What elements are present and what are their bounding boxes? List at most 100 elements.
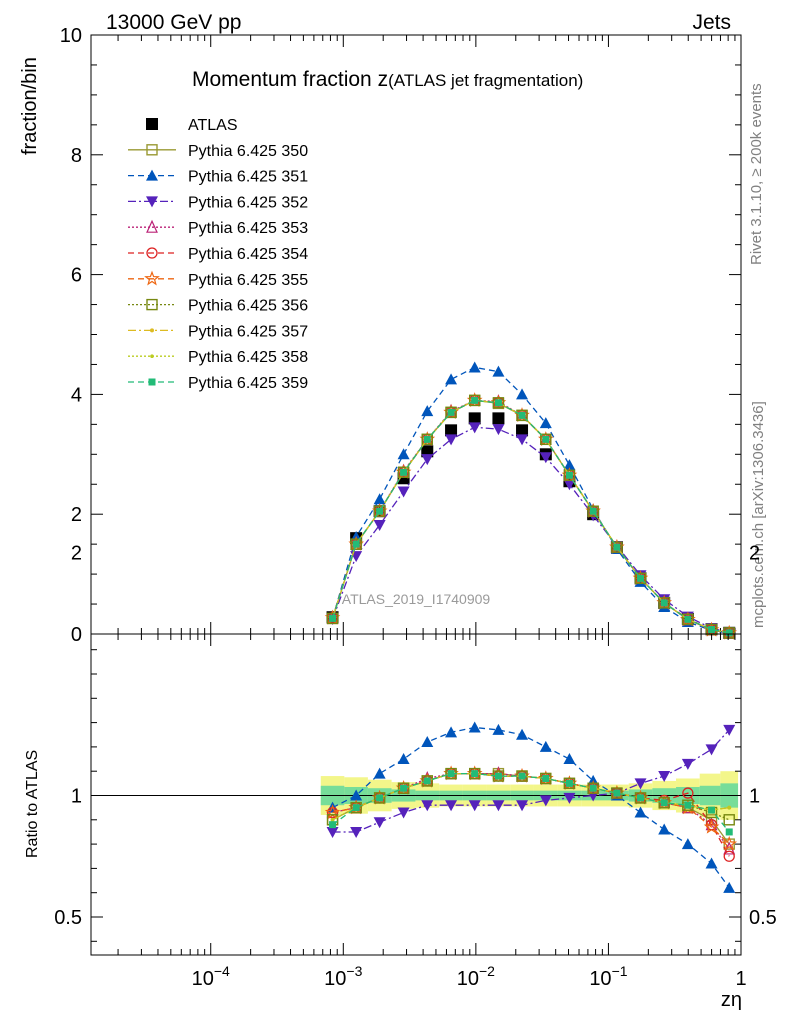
ratio-series-line	[332, 729, 730, 833]
y-tick-label: 8	[71, 145, 82, 167]
main-point	[658, 597, 670, 609]
y-tick-label: 2	[71, 504, 82, 526]
main-point	[516, 424, 529, 437]
ratio-point	[423, 777, 431, 785]
main-point	[723, 627, 735, 639]
main-point	[658, 601, 671, 613]
main-point	[397, 448, 410, 460]
main-point	[400, 468, 408, 476]
legend-item: Pythia 6.425 351	[128, 169, 308, 186]
ratio-point	[684, 801, 692, 809]
main-point	[352, 540, 360, 548]
ratio-point	[723, 881, 736, 893]
legend-item: ATLAS	[146, 117, 238, 134]
main-point	[373, 493, 386, 505]
main-title-variable: z	[378, 68, 389, 91]
ratio-point	[658, 823, 671, 835]
main-point	[376, 507, 384, 515]
legend-marker	[146, 169, 158, 181]
ratio-point	[352, 804, 360, 812]
main-point	[350, 538, 362, 550]
ratio-point	[397, 807, 410, 819]
ratio-point	[516, 800, 529, 812]
ratio-point	[376, 794, 384, 802]
ratio-point	[421, 775, 433, 787]
ratio-point	[539, 795, 552, 807]
main-point	[397, 466, 410, 478]
ratio-point	[445, 726, 458, 738]
ratio-point	[471, 770, 479, 778]
ratio-point	[468, 721, 481, 733]
ratio-point	[565, 779, 573, 787]
x-tick-label: 1	[735, 968, 746, 990]
ratio-point	[727, 805, 732, 810]
ratio-point	[373, 792, 386, 804]
y-tick-label: 0.5	[54, 907, 82, 929]
legend-item: Pythia 6.425 354	[128, 246, 308, 263]
main-point	[468, 412, 481, 425]
main-plot-panel: 0 2 4 6 8 10 Momentum fraction z(ATLAS jet fr…	[19, 25, 742, 646]
y-tick-label: 1	[71, 786, 82, 808]
ratio-point	[725, 828, 733, 836]
y-tick-label: 2	[71, 543, 82, 565]
main-point	[423, 435, 431, 443]
legend-marker	[146, 196, 158, 208]
x-tick-label: 10−4	[192, 963, 230, 990]
main-point	[563, 459, 576, 471]
ratio-point	[634, 792, 647, 804]
main-point	[660, 599, 668, 607]
legend-label: Pythia 6.425 352	[188, 194, 308, 211]
ratio-point	[421, 800, 434, 812]
main-axis-ticks: 0 2 4 6 8 10	[60, 25, 742, 646]
ratio-point	[350, 789, 363, 801]
ratio-point	[660, 799, 668, 807]
ratio-point	[613, 789, 621, 797]
ratio-point	[397, 753, 410, 765]
main-point	[471, 396, 479, 404]
x-tick-label: 10−3	[324, 963, 362, 990]
main-point	[494, 399, 502, 407]
ratio-point	[330, 818, 335, 822]
main-series-Pythia-6425-359	[329, 396, 733, 637]
ratio-point	[634, 806, 647, 818]
ratio-point	[658, 771, 671, 783]
main-point	[329, 614, 337, 622]
legend-item: Pythia 6.425 350	[128, 143, 308, 160]
x-axis-label: zη	[721, 989, 742, 1011]
energy-label: 13000 GeV pp	[106, 11, 241, 34]
legend-item: Pythia 6.425 352	[128, 194, 308, 211]
legend-item: Pythia 6.425 353	[128, 219, 308, 237]
ratio-point	[373, 767, 386, 779]
main-point	[445, 373, 458, 385]
main-point	[589, 507, 597, 515]
x-tick-label: 10−2	[457, 963, 495, 990]
ratio-frame	[90, 633, 742, 956]
legend-marker	[146, 247, 158, 259]
ratio-point	[397, 782, 410, 794]
category-label: Jets	[692, 11, 731, 34]
main-point	[539, 452, 552, 464]
y-tick-label: 10	[60, 25, 82, 47]
svg-text:Momentum fraction z(ATLAS jet: Momentum fraction z(ATLAS jet fragmentat…	[192, 68, 583, 91]
ratio-point	[563, 753, 576, 765]
main-series-group	[324, 361, 738, 640]
main-point	[447, 408, 455, 416]
main-point	[445, 406, 457, 419]
ratio-point	[421, 736, 434, 748]
legend-marker	[146, 298, 158, 311]
main-point	[421, 433, 433, 446]
main-point	[373, 519, 386, 531]
ratio-point	[721, 835, 738, 851]
legend-label: Pythia 6.425 350	[188, 143, 308, 160]
main-point	[518, 411, 526, 419]
ratio-point	[563, 777, 576, 790]
y-tick-label-right: 0.5	[749, 907, 777, 929]
main-series-line	[331, 399, 730, 634]
ratio-point	[350, 826, 363, 838]
legend-marker	[146, 144, 158, 156]
ratio-point	[542, 774, 550, 782]
ratio-series-group	[324, 721, 738, 893]
main-point	[539, 417, 552, 429]
ratio-point	[326, 826, 339, 838]
